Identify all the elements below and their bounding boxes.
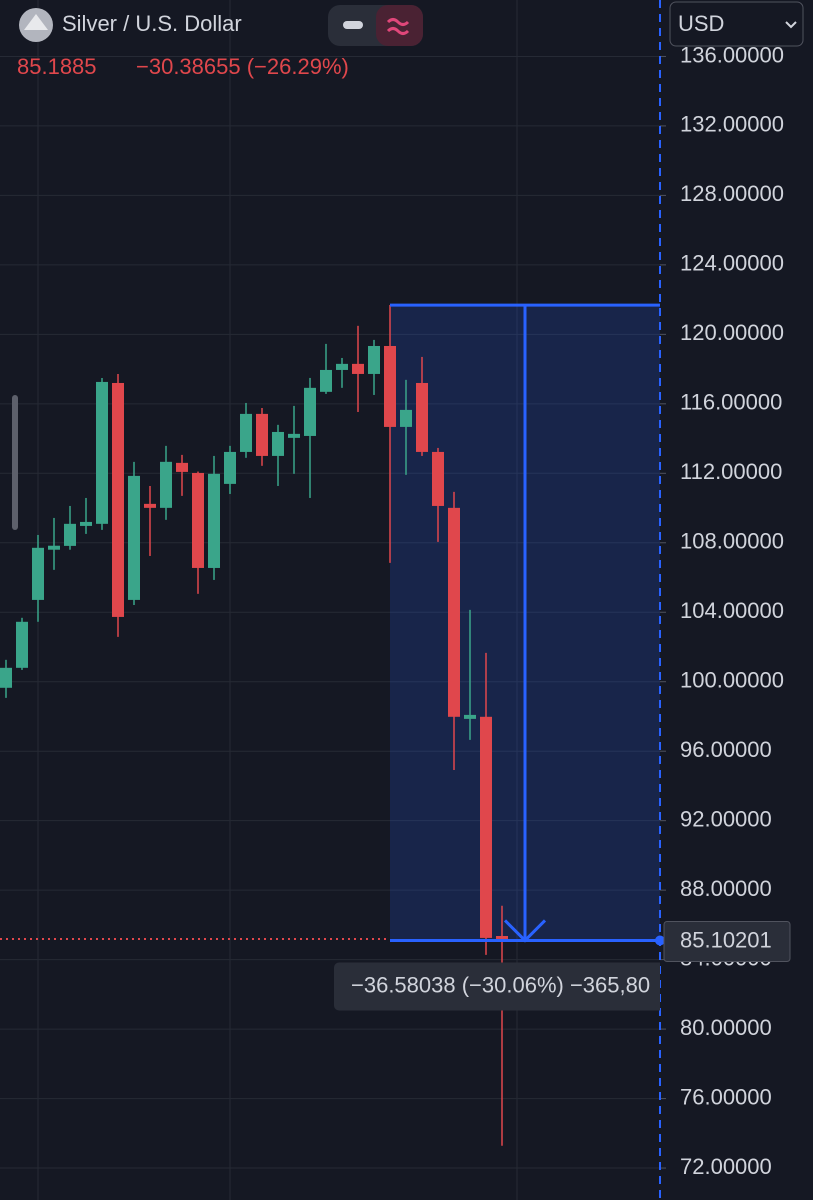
candle-body [32, 547, 44, 600]
symbol-icon-shape [24, 14, 48, 30]
y-tick-label: 100.00000 [680, 668, 784, 693]
candles [0, 304, 508, 1146]
tooltip-box [334, 962, 660, 1011]
candle-body [80, 521, 92, 526]
y-tick-label: 124.00000 [680, 251, 784, 276]
candle-body [480, 716, 492, 938]
y-tick-label: 76.00000 [680, 1084, 772, 1109]
candle-body [496, 935, 508, 939]
currency: USD [678, 11, 724, 36]
y-tick-label: 92.00000 [680, 806, 772, 831]
candle-body [64, 523, 76, 546]
y-tick-label: 96.00000 [680, 737, 772, 762]
y-tick-label: 88.00000 [680, 876, 772, 901]
candle-body [352, 363, 364, 374]
candle-body [464, 714, 476, 719]
candle-body [432, 451, 444, 506]
y-tick-label: 112.00000 [680, 459, 782, 484]
candle-body [272, 431, 284, 456]
candle-body [144, 503, 156, 508]
candle-body [416, 382, 428, 452]
scrollbar[interactable] [12, 395, 18, 530]
y-tick-label: 120.00000 [680, 320, 784, 345]
candle-body [48, 545, 60, 550]
title: Silver / U.S. Dollar [62, 11, 242, 36]
grid [0, 0, 660, 1200]
candle-body [112, 382, 124, 617]
price-change: −30.38655 (−26.29%) [136, 54, 349, 79]
candle-body [368, 345, 380, 374]
last-price: 85.1885 [17, 54, 97, 79]
candle-body [256, 413, 268, 456]
measure-tooltip: −36.58038 (−30.06%) −365,80 [334, 962, 660, 1011]
approx-icon [386, 18, 410, 35]
currency-select[interactable] [669, 1, 804, 47]
y-tick-label: 128.00000 [680, 181, 784, 206]
candle-body [128, 475, 140, 600]
candle-body [336, 363, 348, 370]
y-tick-label: 104.00000 [680, 598, 784, 623]
minus-icon [343, 21, 363, 29]
measure-lines [390, 303, 665, 946]
candle-body [384, 345, 396, 427]
candle-body [240, 413, 252, 452]
dropdown-arrow [785, 21, 797, 29]
candle-body [288, 433, 300, 438]
y-tick-label: 116.00000 [680, 390, 782, 415]
y-tick-label: 108.00000 [680, 529, 784, 554]
candle-body [16, 621, 28, 668]
y-tick-label: 132.00000 [680, 112, 784, 137]
tooltip-text: −36.58038 (−30.06%) −365,80 [351, 972, 650, 997]
candle-body [208, 473, 220, 568]
candle-body [96, 381, 108, 524]
candle-body [304, 387, 316, 436]
price-label: 85.10201 [680, 927, 772, 952]
measure-arrowhead [503, 919, 547, 943]
y-tick-label: 72.00000 [680, 1154, 772, 1179]
candle-body [224, 451, 236, 484]
candle-body [192, 472, 204, 568]
y-tick-label: 80.00000 [680, 1015, 772, 1040]
candle-body [320, 369, 332, 392]
candle-body [400, 409, 412, 427]
mode-toggle-active[interactable] [376, 5, 423, 46]
candle-body [448, 507, 460, 717]
candle-body [176, 462, 188, 472]
candle-body [160, 461, 172, 508]
candle-body [0, 667, 12, 688]
price-label-box [663, 920, 791, 962]
